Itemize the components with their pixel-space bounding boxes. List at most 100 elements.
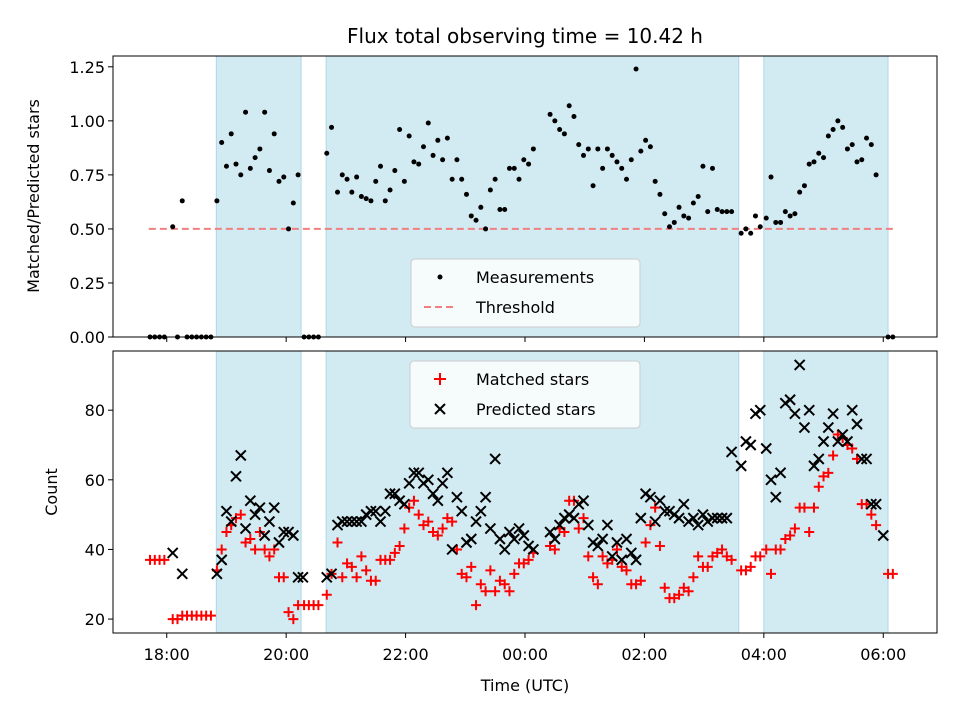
matched-star-point — [480, 586, 491, 597]
predicted-star-point — [860, 453, 873, 465]
measurement-point — [633, 66, 639, 72]
predicted-star-point — [721, 512, 733, 524]
predicted-star-point — [870, 498, 882, 510]
y-tick-label: 1.00 — [69, 112, 105, 131]
predicted-star-point — [479, 491, 492, 503]
predicted-star-point — [268, 501, 280, 514]
predicted-star-point — [389, 488, 401, 500]
measurement-point — [290, 200, 296, 206]
measurement-point — [561, 131, 567, 137]
measurement-point — [657, 191, 663, 197]
predicted-star-point — [827, 407, 839, 420]
predicted-star-point — [374, 515, 387, 528]
measurement-point — [223, 163, 229, 169]
predicted-star-point — [518, 529, 530, 542]
matched-star-point — [804, 527, 815, 538]
matched-star-point — [346, 561, 357, 572]
measurement-point — [401, 178, 407, 184]
matched-star-point — [278, 572, 289, 583]
measurement-point — [406, 133, 412, 139]
measurement-point — [581, 152, 587, 158]
predicted-star-point — [789, 407, 801, 420]
measurement-point — [600, 165, 606, 171]
predicted-star-point — [644, 491, 657, 503]
predicted-star-point — [735, 460, 747, 472]
measurement-point — [787, 213, 793, 219]
measurement-point — [454, 157, 460, 163]
predicted-star-point — [793, 359, 806, 371]
predicted-star-point — [370, 505, 382, 517]
matched-star-point — [432, 530, 443, 541]
matched-star-point — [726, 554, 737, 565]
measurement-point — [768, 174, 774, 180]
predicted-star-point — [384, 488, 396, 500]
y-tick-label: 60 — [85, 471, 105, 490]
predicted-star-point — [220, 505, 233, 517]
predicted-star-point — [770, 491, 782, 503]
measurement-point — [368, 198, 374, 204]
measurement-point — [262, 109, 268, 115]
measurement-point — [449, 176, 455, 182]
matched-star-point — [674, 589, 685, 600]
matched-star-point — [288, 614, 299, 625]
predicted-star-point — [577, 494, 590, 507]
predicted-star-point — [798, 421, 811, 434]
predicted-star-point — [654, 494, 666, 507]
measurement-point — [619, 165, 625, 171]
measurement-point — [695, 194, 701, 199]
matched-star-point — [789, 523, 800, 534]
matched-star-point — [485, 565, 496, 576]
matched-star-point — [385, 554, 396, 565]
measurement-point — [719, 209, 725, 215]
matched-stars-points — [145, 429, 898, 625]
matched-star-point — [755, 551, 766, 562]
measurement-point — [392, 168, 398, 174]
predicted-star-point — [601, 519, 614, 531]
measurement-point — [825, 133, 831, 139]
predicted-star-point — [258, 529, 271, 542]
measurement-point — [243, 109, 249, 115]
measurement-point — [811, 159, 817, 165]
measurement-point — [547, 111, 553, 117]
bottom-shaded-intervals — [215, 350, 889, 634]
y-tick-label: 0.75 — [69, 166, 105, 185]
predicted-star-point — [287, 529, 300, 542]
measurement-point — [233, 161, 239, 167]
measurement-point — [459, 176, 465, 182]
measurement-point — [411, 159, 417, 165]
measurement-point — [440, 157, 446, 163]
matched-star-point — [808, 502, 819, 513]
predicted-star-point — [470, 515, 482, 528]
predicted-star-point — [254, 501, 266, 514]
predicted-star-point — [355, 515, 368, 528]
predicted-star-point — [513, 522, 525, 535]
measurement-point — [792, 211, 798, 217]
measurement-point — [690, 200, 696, 206]
predicted-star-point — [341, 515, 353, 528]
predicted-star-point — [856, 453, 868, 465]
measurement-point — [468, 213, 474, 219]
measurement-point — [782, 209, 788, 215]
measurement-point — [276, 178, 282, 184]
predicted-star-point — [408, 467, 420, 479]
matched-star-point — [761, 544, 772, 555]
predicted-star-point — [760, 442, 772, 455]
measurement-point — [816, 150, 822, 156]
measurement-point — [647, 144, 653, 150]
x-tick-label: 18:00 — [144, 645, 190, 664]
measurement-point — [324, 150, 330, 156]
predicted-star-point — [596, 533, 609, 545]
matched-star-point — [451, 544, 462, 555]
measurement-point — [821, 155, 827, 161]
predicted-star-point — [774, 467, 787, 479]
measurement-point — [435, 137, 441, 143]
matched-star-point — [245, 534, 256, 544]
matched-star-point — [250, 544, 261, 555]
measurement-point — [628, 157, 634, 163]
predicted-star-point — [346, 515, 358, 528]
measurement-point — [271, 131, 277, 137]
measurement-point — [709, 165, 715, 171]
matched-star-point — [332, 537, 343, 548]
matched-star-point — [583, 551, 594, 562]
matched-star-point — [313, 600, 324, 611]
